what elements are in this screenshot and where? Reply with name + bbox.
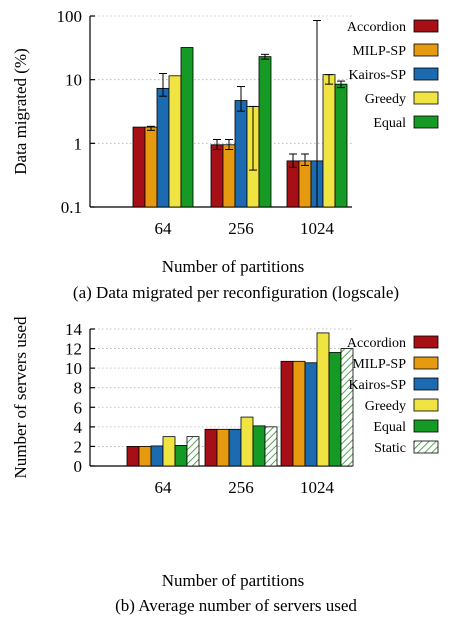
x-axis-label: Number of partitions <box>162 571 305 590</box>
y-tick-label: 2 <box>74 437 83 456</box>
x-tick-label: 1024 <box>300 219 335 238</box>
bar-kairos-sp <box>234 100 248 208</box>
legend-swatch-kairos-sp <box>413 377 439 391</box>
y-tick-label: 0 <box>74 457 83 476</box>
bar-static <box>186 436 200 467</box>
legend-swatch-static <box>413 440 439 454</box>
x-tick-label: 1024 <box>300 478 335 497</box>
bar-equal <box>252 425 266 467</box>
y-tick-label: 0.1 <box>61 198 82 217</box>
chart-data-migrated: 0.1 1 10 100 64 256 1024 Data migrated (%) Numbe… <box>11 7 439 302</box>
legend-swatch-accordion <box>413 19 439 33</box>
legend-swatch-equal <box>413 115 439 129</box>
legend-swatch-milp-sp <box>413 43 439 57</box>
bar-kairos-sp <box>228 428 242 467</box>
legend-label: Static <box>374 441 406 456</box>
legend-swatch-greedy <box>413 91 439 105</box>
bar-greedy <box>168 75 182 208</box>
y-tick-label: 12 <box>65 340 82 359</box>
bar-accordion <box>210 144 224 208</box>
bar-equal <box>174 445 188 467</box>
bar-accordion <box>126 446 140 467</box>
legend-label: Equal <box>373 420 406 435</box>
x-tick-label: 256 <box>228 478 254 497</box>
bar-greedy <box>316 332 330 467</box>
legend-label: MILP-SP <box>352 44 406 59</box>
x-tick-label: 64 <box>155 219 173 238</box>
y-tick-label: 10 <box>65 359 82 378</box>
bar-static <box>264 426 278 467</box>
legend-label: Accordion <box>347 336 406 351</box>
bar-accordion <box>132 126 146 208</box>
y-tick-label: 10 <box>65 71 82 90</box>
y-tick-label: 6 <box>74 398 83 417</box>
x-tick-label: 256 <box>228 219 254 238</box>
y-tick-label: 4 <box>74 418 83 437</box>
bar-greedy <box>162 436 176 467</box>
legend-label: Greedy <box>365 92 406 107</box>
legend-swatch-greedy <box>413 398 439 412</box>
bar-milp-sp <box>138 446 152 467</box>
legend-label: Greedy <box>365 399 406 414</box>
bar-accordion <box>204 428 218 467</box>
y-tick-label: 14 <box>65 320 83 339</box>
legend-label: Kairos-SP <box>348 378 406 393</box>
bar-equal <box>328 352 342 467</box>
y-axis-label: Data migrated (%) <box>11 48 30 175</box>
bar-milp-sp <box>292 360 306 467</box>
bar-kairos-sp <box>150 445 164 467</box>
bar-equal <box>334 83 348 208</box>
figure-caption: (b) Average number of servers used <box>115 596 357 615</box>
bar-greedy <box>322 74 336 208</box>
bar-kairos-sp <box>156 87 170 208</box>
y-axis-label: Number of servers used <box>11 316 30 478</box>
bar-static <box>340 348 354 467</box>
figure-caption: (a) Data migrated per reconfiguration (l… <box>73 283 399 302</box>
legend-label: MILP-SP <box>352 357 406 372</box>
legend-label: Equal <box>373 116 406 131</box>
legend-swatch-kairos-sp <box>413 67 439 81</box>
bar-greedy <box>240 416 254 467</box>
x-tick-label: 64 <box>155 478 173 497</box>
y-tick-label: 8 <box>74 379 83 398</box>
y-tick-label: 100 <box>57 7 83 26</box>
x-axis-label: Number of partitions <box>162 257 305 276</box>
bar-equal <box>180 47 194 208</box>
bar-milp-sp <box>216 428 230 467</box>
legend-swatch-milp-sp <box>413 356 439 370</box>
bar-equal <box>258 56 272 208</box>
legend-swatch-accordion <box>413 335 439 349</box>
y-tick-label: 1 <box>74 134 83 153</box>
bar-milp-sp <box>222 144 236 208</box>
legend-label: Kairos-SP <box>348 68 406 83</box>
bar-accordion <box>280 360 294 467</box>
bar-milp-sp <box>298 160 312 208</box>
bar-milp-sp <box>144 126 158 208</box>
bar-kairos-sp <box>304 362 318 467</box>
legend-label: Accordion <box>347 20 406 35</box>
legend-swatch-equal <box>413 419 439 433</box>
